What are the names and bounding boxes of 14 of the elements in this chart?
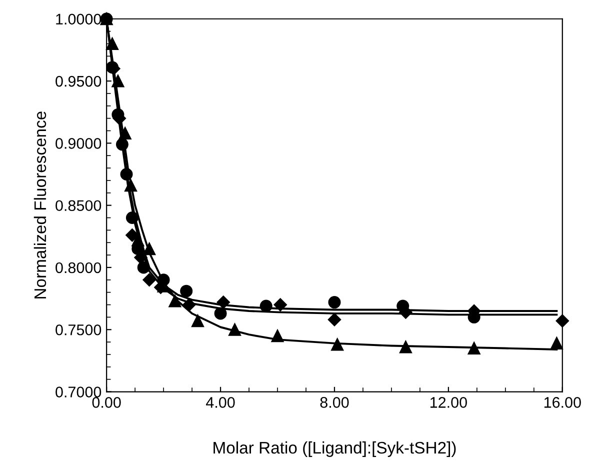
y-tick-label: 0.8500 [56,200,102,212]
x-axis-title: Molar Ratio ([Ligand]:[Syk-tSH2]) [214,441,456,457]
x-tick-label: 16.00 [544,397,581,408]
x-tick-label: 0.00 [92,397,121,408]
y-tick-label: 0.9500 [56,76,102,87]
x-tick-label: 4.00 [206,397,235,408]
y-tick-label: 0.9000 [56,138,102,149]
y-axis-title: Normalized Fluorescence [34,112,46,298]
y-tick-label: 0.7000 [56,386,102,398]
y-tick-label: 0.8000 [56,262,102,274]
y-tick-label: 1.0000 [56,14,102,25]
x-tick-label: 8.00 [320,397,349,408]
x-tick-label: 12.00 [430,397,467,408]
y-tick-label: 0.7500 [56,324,102,336]
